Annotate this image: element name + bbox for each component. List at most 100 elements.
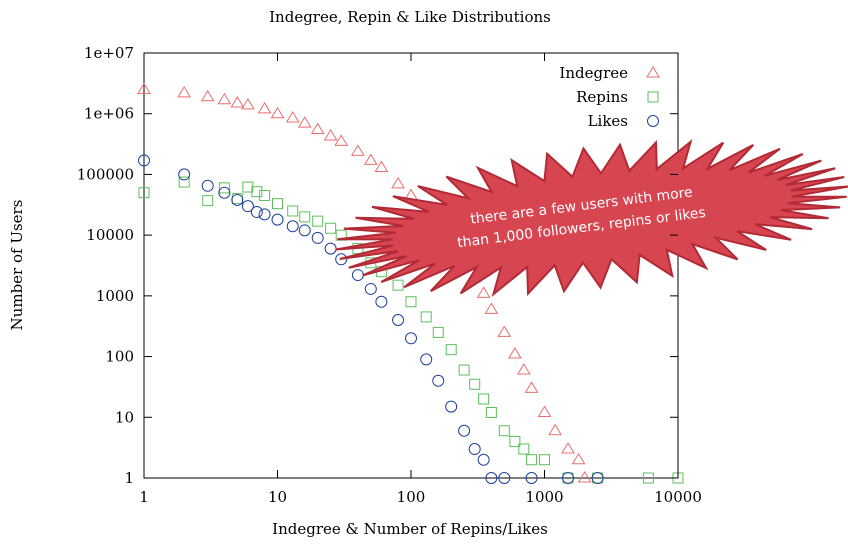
marker-triangle xyxy=(270,106,285,119)
y-tick-label: 1e+06 xyxy=(84,105,134,123)
marker-circle xyxy=(241,200,254,213)
marker-circle xyxy=(178,168,191,181)
marker-triangle xyxy=(391,176,405,189)
y-tick-label: 100000 xyxy=(77,165,134,183)
marker-triangle xyxy=(374,160,389,173)
x-tick-label: 10 xyxy=(268,488,287,506)
marker-circle xyxy=(364,282,377,295)
legend-label: Repins xyxy=(576,88,628,106)
y-tick-label: 1 xyxy=(124,469,134,487)
y-tick-label: 1000 xyxy=(96,287,134,305)
marker-square xyxy=(312,215,324,227)
marker-triangle xyxy=(548,423,562,436)
marker-square xyxy=(287,205,299,217)
marker-triangle xyxy=(241,97,255,110)
marker-square xyxy=(405,296,417,308)
marker-circle xyxy=(231,193,244,206)
marker-square xyxy=(478,393,490,405)
marker-square xyxy=(642,472,654,484)
marker-square xyxy=(272,198,283,210)
marker-square xyxy=(445,344,457,356)
marker-square xyxy=(299,211,311,223)
marker-circle xyxy=(647,115,659,127)
marker-square xyxy=(526,454,538,466)
marker-triangle xyxy=(217,92,232,105)
callout-shape xyxy=(335,138,848,298)
marker-triangle xyxy=(537,405,552,417)
x-axis-label: Indegree & Number of Repins/Likes xyxy=(272,520,548,538)
marker-circle xyxy=(562,472,575,484)
marker-triangle xyxy=(257,101,272,114)
y-tick-label: 10 xyxy=(115,408,134,426)
marker-triangle xyxy=(285,111,300,123)
marker-square xyxy=(432,326,444,338)
marker-circle xyxy=(311,231,324,244)
marker-triangle xyxy=(200,89,215,102)
marker-circle xyxy=(392,314,405,327)
marker-triangle xyxy=(177,85,192,98)
marker-square xyxy=(458,364,470,376)
marker-circle xyxy=(258,208,271,221)
marker-circle xyxy=(201,179,214,192)
marker-circle xyxy=(525,472,538,484)
marker-square xyxy=(138,187,150,199)
marker-triangle xyxy=(476,286,491,298)
marker-triangle xyxy=(230,96,245,108)
marker-square xyxy=(178,176,190,188)
marker-square xyxy=(259,189,271,201)
marker-triangle xyxy=(297,116,312,128)
marker-square xyxy=(469,378,481,390)
y-tick-label: 10000 xyxy=(86,226,134,244)
marker-triangle xyxy=(646,66,660,78)
marker-circle xyxy=(250,206,263,219)
marker-circle xyxy=(405,332,417,345)
marker-circle xyxy=(432,374,445,387)
marker-circle xyxy=(468,443,481,456)
x-tick-label: 1000 xyxy=(525,488,563,506)
marker-triangle xyxy=(363,153,378,165)
marker-circle xyxy=(445,400,458,413)
marker-circle xyxy=(335,253,348,266)
marker-triangle xyxy=(484,302,499,314)
y-axis-label: Number of Users xyxy=(8,200,26,331)
marker-triangle xyxy=(350,144,365,156)
legend-label: Likes xyxy=(588,112,628,130)
marker-square xyxy=(518,443,530,455)
marker-circle xyxy=(324,242,337,255)
marker-triangle xyxy=(577,471,592,483)
marker-square xyxy=(420,311,432,323)
marker-square xyxy=(218,182,230,194)
marker-square xyxy=(539,454,550,466)
marker-square xyxy=(485,406,497,418)
marker-circle xyxy=(375,295,388,308)
marker-circle xyxy=(485,472,498,484)
marker-circle xyxy=(286,220,299,233)
marker-triangle xyxy=(497,325,512,337)
marker-triangle xyxy=(323,128,338,141)
marker-triangle xyxy=(516,363,531,375)
marker-circle xyxy=(138,154,150,167)
marker-triangle xyxy=(310,122,325,134)
marker-square xyxy=(325,222,337,234)
y-tick-label: 1e+07 xyxy=(84,44,134,62)
marker-square xyxy=(202,195,214,207)
marker-circle xyxy=(458,424,471,437)
x-tick-label: 1 xyxy=(139,488,149,506)
marker-triangle xyxy=(508,347,522,359)
marker-circle xyxy=(420,353,433,366)
marker-circle xyxy=(218,186,231,199)
legend-label: Indegree xyxy=(559,64,628,82)
marker-circle xyxy=(271,213,284,226)
marker-circle xyxy=(477,453,490,466)
marker-triangle xyxy=(137,82,151,95)
marker-square xyxy=(509,435,521,447)
marker-square xyxy=(392,279,404,291)
marker-triangle xyxy=(561,442,575,454)
chart-title: Indegree, Repin & Like Distributions xyxy=(269,8,551,26)
marker-circle xyxy=(298,224,311,237)
x-tick-label: 10000 xyxy=(654,488,702,506)
marker-triangle xyxy=(524,381,539,393)
